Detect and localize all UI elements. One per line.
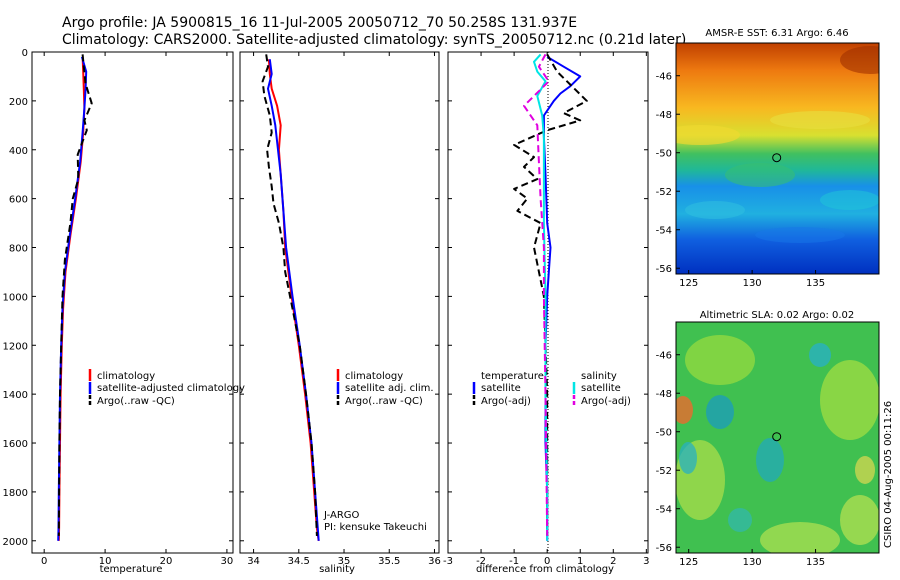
sst-map-frame (675, 42, 880, 275)
legend-header-temperature: temperature (481, 371, 544, 382)
y-tick-label: -48 (656, 110, 672, 121)
sst-map-image (676, 43, 879, 274)
temperature-series-argo-raw-qc (57, 54, 93, 536)
salinity-ticks: 34 34.5 35 35.5 36 (240, 51, 441, 567)
y-tick-label: 400 (9, 146, 28, 157)
y-tick-label: -46 (656, 351, 672, 362)
temperature-ticks: 0 10 20 30 0 200 400 600 800 1000 1200 1400 1600 1800… (3, 48, 234, 567)
project-label: J-ARGO (323, 510, 360, 521)
difference-series-temperature-argo-adj (513, 53, 588, 536)
title-line1: Argo profile: JA 5900815_16 11-Jul-2005 … (62, 15, 577, 31)
difference-series (513, 52, 588, 553)
y-tick-label: -52 (656, 466, 672, 477)
temperature-axes (31, 51, 234, 554)
y-tick-label: 2000 (3, 537, 28, 548)
salinity-series-satellite-adj-clim (267, 59, 320, 541)
x-tick-label: -2 (476, 556, 486, 567)
legend-label-temp-satellite: satellite (481, 383, 521, 394)
difference-series-salinity-argo-adj (523, 53, 550, 536)
x-tick-label: 34 (247, 556, 260, 567)
y-tick-label: -52 (656, 187, 672, 198)
y-tick-label: -56 (656, 543, 672, 554)
y-tick-label: 1200 (3, 341, 28, 352)
x-tick-label: 125 (679, 278, 698, 289)
legend-label-sal-satellite: satellite (581, 383, 621, 394)
y-tick-label: 1600 (3, 439, 28, 450)
y-tick-label: -50 (656, 149, 672, 160)
sla-map-title: Altimetric SLA: 0.02 Argo: 0.02 (700, 310, 855, 321)
x-tick-label: 3 (643, 556, 649, 567)
x-tick-label: 135 (806, 278, 825, 289)
y-tick-label: -54 (656, 505, 672, 516)
y-tick-label: 200 (9, 97, 28, 108)
x-tick-label: 10 (99, 556, 112, 567)
x-tick-label: 2 (610, 556, 616, 567)
y-tick-label: -46 (656, 72, 672, 83)
salinity-axes (239, 51, 440, 554)
temperature-series-satellite-adjusted-climatology (57, 56, 88, 541)
difference-legend: temperature satellite Argo(-adj) salinit… (472, 371, 631, 407)
x-tick-label: 0 (544, 556, 550, 567)
sst-map-title: AMSR-E SST: 6.31 Argo: 6.46 (705, 28, 848, 39)
x-tick-label: 135 (806, 557, 825, 568)
y-tick-label: 800 (9, 244, 28, 255)
pi-label: PI: kensuke Takeuchi (324, 522, 427, 533)
difference-series-salinity-satellite (533, 53, 549, 541)
legend-label-satellite: satellite adj. clim. (345, 383, 434, 394)
sla-map-image (676, 322, 879, 553)
salinity-xlabel: salinity (319, 564, 355, 575)
difference-xlabel: difference from climatology (476, 564, 614, 575)
salinity-series (261, 54, 320, 541)
sst-map-ticks: 125 130 135 -46 -48 -50 -52 -54 -56 (656, 72, 825, 289)
x-tick-label: 125 (679, 557, 698, 568)
sla-argo-location-marker (772, 432, 782, 442)
x-tick-label: 36 (428, 556, 441, 567)
y-tick-label: 600 (9, 195, 28, 206)
salinity-series-argo-raw-qc (261, 54, 318, 536)
legend-label-sal-argo: Argo(-adj) (581, 396, 631, 407)
y-tick-label: 0 (22, 48, 28, 59)
temperature-series (57, 54, 93, 541)
y-tick-label: 1400 (3, 390, 28, 401)
legend-label-temp-argo: Argo(-adj) (481, 396, 531, 407)
salinity-legend: climatology satellite adj. clim. Argo(..… (323, 369, 434, 533)
x-tick-label: -1 (509, 556, 519, 567)
sla-map-frame (675, 321, 880, 554)
x-tick-label: 30 (221, 556, 234, 567)
y-tick-label: 1800 (3, 488, 28, 499)
temperature-legend: climatology satellite-adjusted climatolo… (88, 369, 245, 407)
y-tick-label: -56 (656, 264, 672, 275)
legend-label-satellite: satellite-adjusted climatology (97, 383, 245, 394)
y-tick-label: 1000 (3, 292, 28, 303)
x-tick-label: -3 (443, 556, 453, 567)
x-tick-label: 130 (743, 278, 762, 289)
x-tick-label: 1 (577, 556, 583, 567)
legend-label-argo: Argo(..raw -QC) (97, 396, 175, 407)
legend-label-argo: Argo(..raw -QC) (345, 396, 423, 407)
difference-ticks: -3 -2 -1 0 1 2 3 (443, 51, 650, 567)
sst-argo-location-marker (772, 153, 782, 163)
x-tick-label: 130 (743, 557, 762, 568)
x-tick-label: 34.5 (288, 556, 310, 567)
legend-label-climatology: climatology (97, 371, 155, 382)
legend-label-climatology: climatology (345, 371, 403, 382)
sla-map-ticks: 125 130 135 -46 -48 -50 -52 -54 -56 (656, 351, 825, 568)
y-tick-label: -48 (656, 389, 672, 400)
x-tick-label: 35.5 (378, 556, 400, 567)
x-tick-label: 35 (338, 556, 351, 567)
y-tick-label: -54 (656, 226, 672, 237)
legend-header-salinity: salinity (581, 371, 617, 382)
csiro-timestamp: CSIRO 04-Aug-2005 00:11:26 (883, 401, 894, 548)
temperature-xlabel: temperature (100, 564, 163, 575)
y-tick-label: -50 (656, 428, 672, 439)
title-line2: Climatology: CARS2000. Satellite-adjuste… (62, 32, 686, 48)
x-tick-label: 20 (160, 556, 173, 567)
x-tick-label: 0 (41, 556, 47, 567)
